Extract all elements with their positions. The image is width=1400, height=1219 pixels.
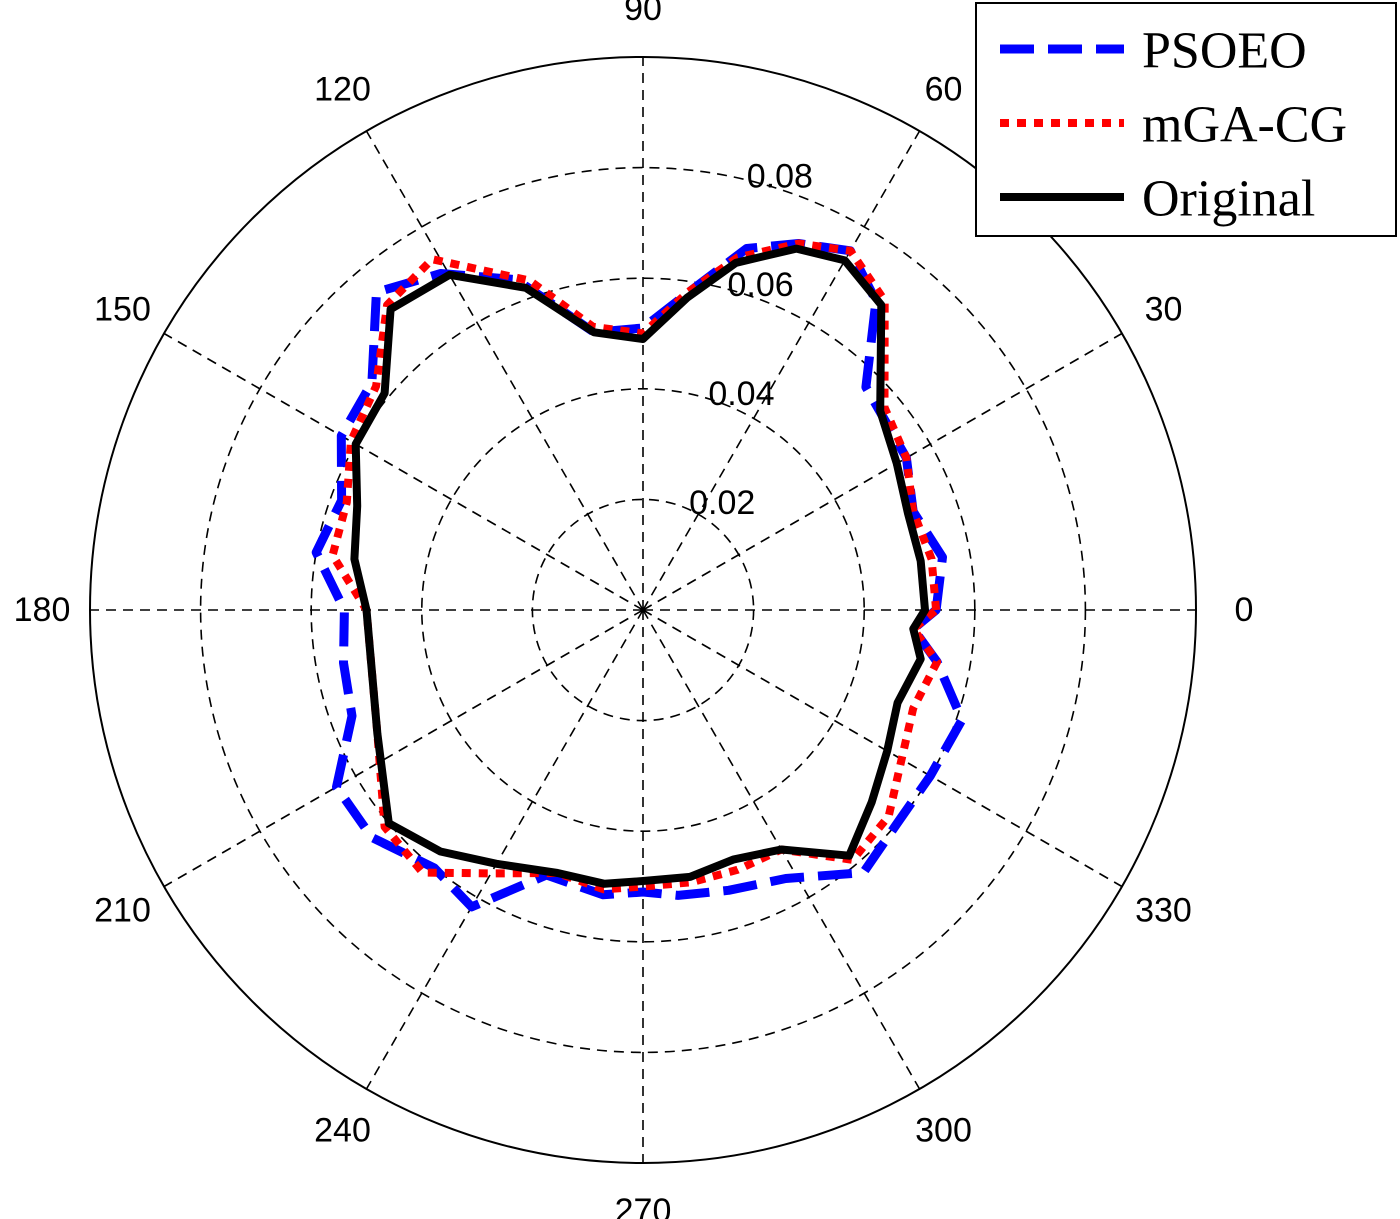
grid-spoke-150 <box>163 332 644 611</box>
angle-tick-270: 270 <box>615 1192 672 1219</box>
angle-tick-60: 60 <box>925 71 963 109</box>
radial-tick-0.08: 0.08 <box>747 157 813 195</box>
angle-tick-30: 30 <box>1145 291 1183 329</box>
grid-spoke-330 <box>642 609 1123 888</box>
grid-spoke-30 <box>642 332 1123 611</box>
radial-tick-0.04: 0.04 <box>708 375 774 413</box>
radial-tick-0.02: 0.02 <box>689 484 755 522</box>
radial-tick-labels: 0.02 0.04 0.06 0.08 <box>689 157 813 522</box>
legend: PSOEO mGA-CG Original <box>975 2 1397 237</box>
polar-grid <box>89 56 1197 1164</box>
series-line-psoeo <box>311 239 967 912</box>
angle-tick-0: 0 <box>1235 591 1254 629</box>
legend-label-psoeo: PSOEO <box>1142 23 1307 80</box>
legend-label-original: Original <box>1142 171 1315 228</box>
series-lines <box>311 239 967 912</box>
series-line-original <box>350 244 929 888</box>
grid-spoke-240 <box>365 609 644 1090</box>
angle-tick-240: 240 <box>314 1111 371 1149</box>
grid-spoke-60 <box>642 130 921 611</box>
angle-tick-150: 150 <box>94 291 151 329</box>
angle-tick-330: 330 <box>1135 892 1192 930</box>
radial-tick-0.06: 0.06 <box>728 266 794 304</box>
angle-tick-90: 90 <box>624 0 662 28</box>
angle-tick-210: 210 <box>94 892 151 930</box>
angle-tick-120: 120 <box>314 71 371 109</box>
angle-tick-300: 300 <box>915 1111 972 1149</box>
grid-spoke-210 <box>163 609 644 888</box>
angle-tick-labels: 0 30 60 90 120 150 180 210 240 270 300 330 <box>14 0 1254 1219</box>
angle-tick-180: 180 <box>14 591 71 629</box>
series-line-mga-cg <box>328 239 942 894</box>
legend-label-mga-cg: mGA-CG <box>1142 97 1347 154</box>
grid-spoke-120 <box>365 130 644 611</box>
